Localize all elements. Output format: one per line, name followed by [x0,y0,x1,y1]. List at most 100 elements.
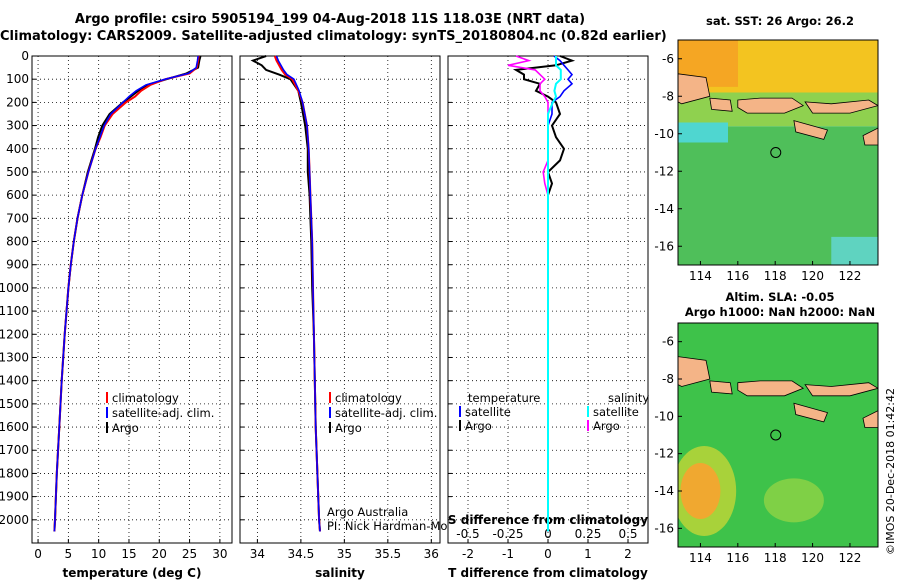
land-island-5 [862,410,878,428]
y-tick-label: 1100 [0,304,29,318]
sla-anomaly-inner [680,463,721,519]
y-tick-label: 1400 [0,374,29,388]
x-tick-label: 2 [624,547,632,561]
map-field [678,40,878,265]
x-tick-label: 34.5 [288,547,315,561]
land-island-1 [709,97,733,112]
map-frame [677,322,879,548]
land-island-1 [709,380,733,395]
sal-legend-0-label: climatology [335,391,402,405]
x-tick-label: 15 [121,547,136,561]
land-island-3 [804,382,878,397]
map-x-tick-label: 114 [689,551,712,565]
y-tick-label: 1500 [0,397,29,411]
s-diff-tick-label: 0 [544,527,552,541]
s-diff-tick-label: 0.25 [575,527,602,541]
map-y-tick-label: -16 [654,239,674,253]
sla-map-title-line1: Altim. SLA: -0.05 [725,290,835,304]
plot-frame [239,55,441,544]
plot-frame [31,55,233,544]
map-y-tick-label: -14 [654,484,674,498]
y-tick-label: 1000 [0,281,29,295]
land-island-0 [678,356,711,387]
y-tick-label: 1800 [0,466,29,480]
map-frame [677,39,879,266]
map-x-tick-label: 116 [726,551,749,565]
land-island-5 [862,127,878,146]
sla-anomaly-2 [763,478,824,523]
y-tick-label: 100 [6,72,29,86]
land-island-3 [804,99,878,114]
x-axis-label: salinity [315,566,365,580]
diff-legend-left-1-label: Argo [465,419,492,433]
y-tick-label: 500 [6,165,29,179]
map-y-tick-label: -8 [662,372,674,386]
land-island-2 [737,97,805,114]
land-island-2 [737,380,805,397]
x-tick-label: 34 [250,547,265,561]
profile-panel-1: 0 5 10 15 20 25 300100200300400500600700800900… [0,49,233,580]
diff-legend-right-1-label: Argo [593,419,620,433]
temp-legend-1-label: satellite-adj. clim. [112,406,214,420]
map-x-tick-label: 122 [839,551,862,565]
y-tick-label: 1600 [0,420,29,434]
map-y-tick-label: -16 [654,521,674,535]
y-tick-label: 1700 [0,443,29,457]
y-tick-label: 600 [6,188,29,202]
map-y-tick-label: -8 [662,89,674,103]
sst-map-title: sat. SST: 26 Argo: 26.2 [705,14,855,28]
x-tick-label: 0 [544,547,552,561]
map-field [678,323,878,547]
y-tick-label: 2000 [0,513,29,527]
sal-legend-1-label: satellite-adj. clim. [335,406,437,420]
s-diff-tick-label: -0.25 [492,527,523,541]
x-tick-label: -2 [462,547,474,561]
map-x-tick-label: 116 [726,269,749,283]
satellite-temperature-line [53,55,199,532]
argo-location-marker [770,147,782,158]
y-tick-label: 1300 [0,350,29,364]
sst-cyan-patch [678,122,728,143]
x-tick-label: 1 [584,547,592,561]
profile-panel-2: 34 34.5 35 35.5 36 salinity climatologysatelli… [239,55,489,580]
diff-legend-right-title: salinity [608,391,649,405]
diff-legend-left-0-label: satellite [465,405,511,419]
map-x-tick-label: 120 [801,551,824,565]
land-island-0 [678,73,711,105]
sst-cyan-patch-2 [831,236,878,265]
map-x-tick-label: 122 [839,269,862,283]
map-y-tick-label: -14 [654,202,674,216]
x-tick-label: 30 [212,547,227,561]
x-tick-label: 35 [337,547,352,561]
diff-legend-right-0-label: satellite [593,405,639,419]
temp-legend-0-label: climatology [112,391,179,405]
x-tick-label: -1 [502,547,514,561]
figure-title-line1: Argo profile: csiro 5905194_199 04-Aug-2… [74,12,586,27]
x-tick-label: 10 [91,547,106,561]
y-tick-label: 0 [21,49,29,63]
profile-panel-3: -2 -1 0 1 2 T difference from climatology -0.5… [447,55,649,580]
y-tick-label: 400 [6,142,29,156]
map-y-tick-label: -12 [654,164,674,178]
land-island-4 [793,402,829,423]
x-tick-label: 20 [152,547,167,561]
satellite-sal-diff-line [547,56,562,532]
map-y-tick-label: -12 [654,447,674,461]
x-axis-label: temperature (deg C) [63,566,202,580]
y-tick-label: 200 [6,95,29,109]
map-y-tick-label: -6 [662,52,674,66]
y-tick-label: 700 [6,211,29,225]
y-tick-label: 900 [6,258,29,272]
map-y-tick-label: -6 [662,335,674,349]
x-tick-label: 25 [182,547,197,561]
y-tick-label: 1900 [0,490,29,504]
annotation-line1: Argo Australia [327,505,408,519]
sla-map: 114 116 118 120 122 -6 -8 -10 -12 -14 -16 [654,322,879,565]
x-axis-label: T difference from climatology [448,566,648,580]
x-tick-label: 36 [424,547,439,561]
map-y-tick-label: -10 [654,127,674,141]
s-diff-tick-label: -0.5 [456,527,479,541]
y-tick-label: 800 [6,235,29,249]
argo-location-marker [770,429,782,441]
